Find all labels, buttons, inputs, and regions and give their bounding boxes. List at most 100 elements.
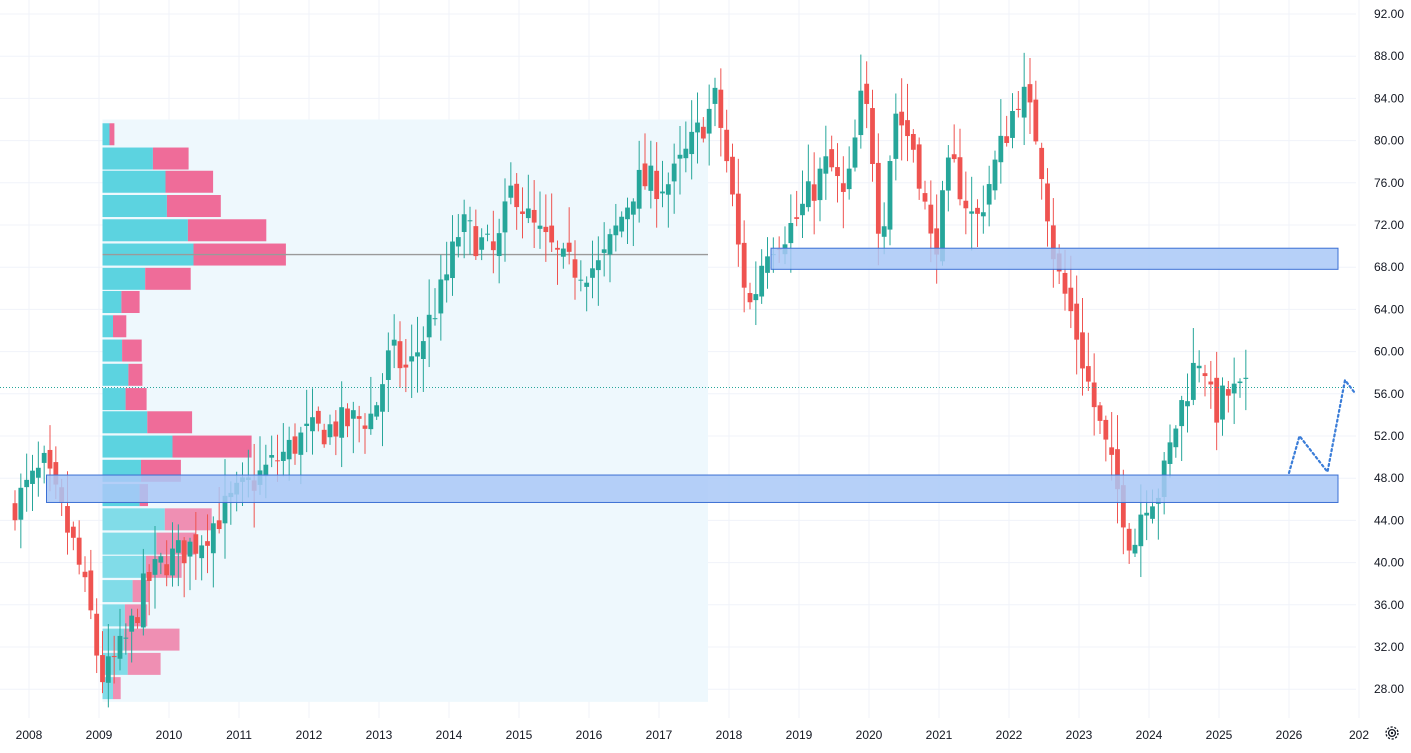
volume-bar-down [128, 363, 143, 386]
price-axis[interactable]: 92.00 88.00 84.00 80.00 76.00 72.00 68.00 64.00… [1374, 7, 1404, 696]
candle [152, 559, 158, 575]
volume-bar-down [152, 147, 189, 170]
candle [111, 656, 117, 658]
x-tick-label: 2009 [86, 728, 113, 742]
candle [30, 470, 35, 484]
candle [467, 220, 473, 222]
candle [1126, 528, 1132, 551]
volume-bar-up [102, 315, 113, 338]
candle [537, 225, 543, 229]
volume-bar-down [121, 291, 140, 314]
candle [1004, 136, 1010, 143]
candle [922, 193, 928, 202]
candle [788, 223, 794, 244]
y-tick-label: 52.00 [1374, 429, 1404, 443]
candle [648, 165, 654, 191]
candle [910, 134, 916, 150]
x-tick-label: 2023 [1066, 728, 1093, 742]
candle [502, 201, 508, 233]
candle [1243, 377, 1249, 379]
candle [864, 83, 870, 104]
candle [975, 207, 980, 214]
candle [199, 545, 205, 559]
candle [829, 149, 835, 168]
volume-bar-up [102, 291, 122, 314]
candle [741, 242, 747, 288]
candle [496, 233, 502, 257]
volume-bar-up [102, 170, 166, 193]
candle [823, 156, 829, 174]
x-tick-label: 2017 [646, 728, 673, 742]
volume-bar-up [102, 555, 146, 578]
candle [88, 570, 94, 611]
support-zones[interactable] [46, 247, 1339, 503]
candle [934, 228, 940, 255]
volume-bar-down [147, 411, 193, 434]
candle [811, 184, 817, 201]
candle [164, 564, 170, 576]
y-tick-label: 48.00 [1374, 471, 1404, 485]
candle [572, 259, 578, 278]
candle [986, 184, 992, 205]
candle [712, 87, 718, 104]
candle [800, 203, 805, 216]
projection-path [1287, 377, 1357, 475]
candle [514, 183, 520, 208]
candle [490, 241, 496, 251]
candle [893, 113, 899, 159]
volume-bar-down [164, 508, 212, 531]
candle [881, 226, 887, 237]
candle [928, 204, 934, 234]
candle [76, 537, 82, 565]
candle [420, 341, 426, 360]
candle [759, 265, 765, 297]
candle [18, 487, 24, 520]
settings-button[interactable] [1383, 724, 1401, 742]
candle [12, 503, 18, 521]
candle [700, 126, 706, 139]
candle [805, 181, 811, 208]
candle [1225, 389, 1231, 396]
volume-bar-down [172, 435, 252, 458]
candle [730, 156, 735, 195]
time-axis[interactable]: 2008 2009 2010 2011 2012 2013 2014 2015 2016 2017… [16, 728, 1370, 742]
candle [595, 260, 601, 271]
candle [415, 352, 420, 357]
candle [339, 407, 345, 438]
candle [35, 467, 41, 478]
candle [280, 451, 286, 461]
volume-bar-down [145, 267, 191, 290]
candle [753, 294, 759, 301]
candle [706, 108, 712, 134]
x-tick-label: 2020 [856, 728, 883, 742]
candle [1015, 108, 1021, 110]
candlestick-series [12, 52, 1249, 708]
candle [584, 282, 590, 287]
candle [345, 408, 350, 427]
candle [625, 207, 630, 220]
candle [549, 225, 555, 243]
x-tick-label: 2015 [506, 728, 533, 742]
candle [444, 274, 450, 281]
candle [1167, 442, 1173, 464]
candle [356, 416, 362, 419]
candle [963, 200, 969, 209]
candle [1208, 381, 1214, 385]
candle [940, 190, 945, 262]
candle [193, 534, 199, 554]
candle [426, 314, 432, 338]
support-zone[interactable] [770, 247, 1339, 270]
candle [461, 214, 467, 232]
support-zone[interactable] [46, 474, 1339, 503]
candle [555, 247, 560, 250]
candle [578, 279, 584, 281]
y-tick-label: 88.00 [1374, 49, 1404, 63]
candle [1132, 544, 1138, 554]
x-tick-label: 2019 [786, 728, 813, 742]
volume-bar-up [102, 532, 157, 555]
x-tick-label: 2021 [926, 728, 953, 742]
candle [660, 191, 665, 194]
candle [683, 148, 689, 159]
volume-bar-down [109, 123, 115, 146]
